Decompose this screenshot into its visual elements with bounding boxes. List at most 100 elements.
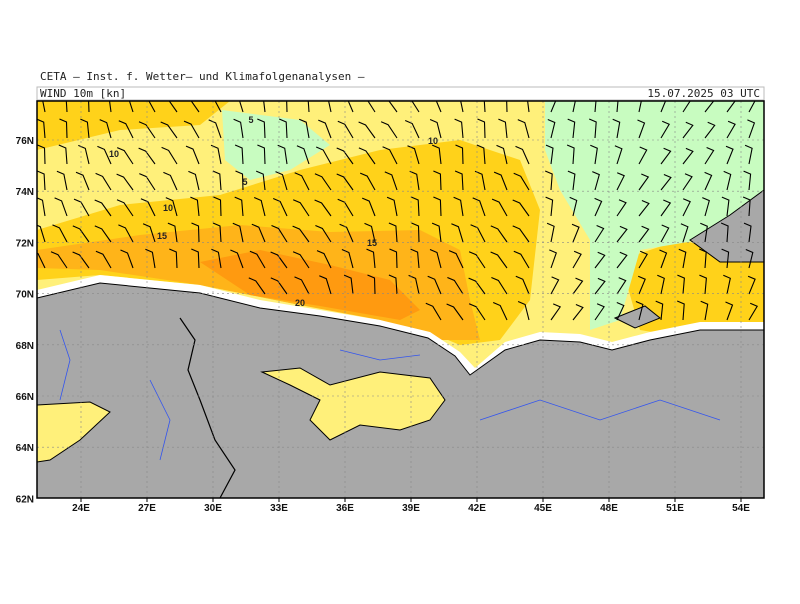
wind-barb	[275, 171, 288, 191]
wind-barb	[307, 101, 310, 113]
wind-barb	[477, 118, 486, 139]
wind-barb	[567, 170, 576, 191]
wind-barb	[232, 222, 244, 243]
wind-barb	[748, 302, 758, 321]
lat-label: 70N	[16, 290, 34, 301]
wind-barb	[704, 101, 715, 113]
wind-barb	[316, 250, 332, 269]
wind-barb	[745, 248, 754, 269]
wind-barb	[139, 173, 156, 191]
wind-barb	[723, 274, 731, 295]
wind-barb	[234, 144, 244, 165]
institute-title: CETA — Inst. f. Wetter— und Klimafolgena…	[40, 70, 365, 83]
wind-barb	[384, 171, 398, 191]
wind-barb	[95, 250, 112, 269]
wind-barb	[433, 170, 442, 191]
wind-barb	[550, 303, 562, 321]
wind-barb	[594, 251, 606, 269]
wind-barb	[566, 144, 575, 165]
wind-barb	[37, 118, 46, 139]
wind-barb	[145, 248, 156, 269]
wind-barb	[59, 118, 68, 139]
lat-label: 76N	[16, 136, 34, 147]
wind-barb	[704, 121, 716, 139]
wind-barb	[635, 300, 644, 321]
lon-label: 51E	[666, 503, 684, 514]
wind-barb	[472, 197, 486, 217]
wind-barbs	[37, 101, 758, 321]
wind-barb	[550, 276, 560, 295]
wind-barb	[660, 101, 667, 113]
wind-barb	[468, 251, 486, 269]
wind-barb	[94, 225, 112, 243]
contour-label: 10	[163, 203, 173, 213]
wind-barb	[142, 223, 156, 243]
wind-barb	[616, 301, 625, 321]
wind-barb	[292, 199, 310, 217]
border	[179, 317, 236, 498]
wind-barb	[42, 101, 46, 113]
wind-barb	[388, 101, 398, 113]
wind-barb	[118, 120, 134, 139]
wind-barb	[339, 223, 354, 243]
wind-barb	[743, 222, 752, 243]
wind-barb	[470, 224, 486, 243]
lat-label: 74N	[16, 187, 34, 198]
wind-barb	[680, 223, 689, 243]
wind-barb	[660, 199, 672, 217]
wind-barb	[545, 144, 554, 165]
contour-label: 10	[109, 149, 119, 159]
header-bar	[36, 86, 765, 101]
wind-barb	[476, 144, 486, 165]
wind-barb	[431, 222, 442, 243]
wind-barb	[248, 277, 266, 295]
wind-barb	[448, 250, 464, 269]
wind-barb	[210, 144, 222, 165]
wind-barb	[546, 222, 555, 243]
wind-barb	[56, 170, 68, 191]
wind-barb	[251, 223, 266, 243]
wind-barb	[545, 196, 554, 217]
wind-barb	[592, 171, 600, 191]
contour-label: 10	[428, 136, 438, 146]
wind-barb	[435, 101, 442, 113]
wind-barb	[704, 146, 715, 165]
wind-barb	[359, 172, 376, 191]
wind-barb	[490, 225, 508, 243]
wind-below-5	[222, 110, 330, 180]
wind-barb	[699, 274, 707, 295]
wind-barb	[277, 144, 288, 165]
wind-10-15	[37, 101, 230, 150]
wind-barb	[37, 170, 46, 191]
wind-barb	[108, 101, 112, 113]
wind-barb	[429, 118, 442, 139]
wind-barb	[748, 101, 756, 113]
lon-label: 39E	[402, 503, 420, 514]
lon-label: 54E	[732, 503, 750, 514]
wind-barb	[702, 197, 710, 217]
wind-barb	[380, 121, 398, 139]
wind-barb	[506, 101, 508, 113]
wind-barb	[638, 173, 650, 191]
wind-barb	[491, 198, 508, 217]
wind-barb	[455, 144, 464, 165]
wind-barb	[128, 101, 134, 113]
wind-barb	[188, 170, 200, 191]
wind-barb	[336, 147, 354, 165]
wind-barb	[490, 251, 508, 269]
wind-barb	[116, 147, 134, 165]
lon-label: 33E	[270, 503, 288, 514]
lon-label: 42E	[468, 503, 486, 514]
wind-barb	[120, 249, 134, 269]
wind-barb	[140, 198, 156, 217]
wind-barb	[208, 119, 222, 139]
wind-barb	[88, 101, 90, 113]
wind-barb	[427, 275, 442, 295]
wind-barb	[212, 222, 222, 243]
contour-label: 5	[248, 115, 253, 125]
gulf	[37, 401, 111, 463]
wind-barb	[116, 199, 134, 217]
wind-barb	[37, 224, 46, 243]
wind-barb	[253, 196, 266, 217]
wind-barb	[638, 146, 648, 165]
